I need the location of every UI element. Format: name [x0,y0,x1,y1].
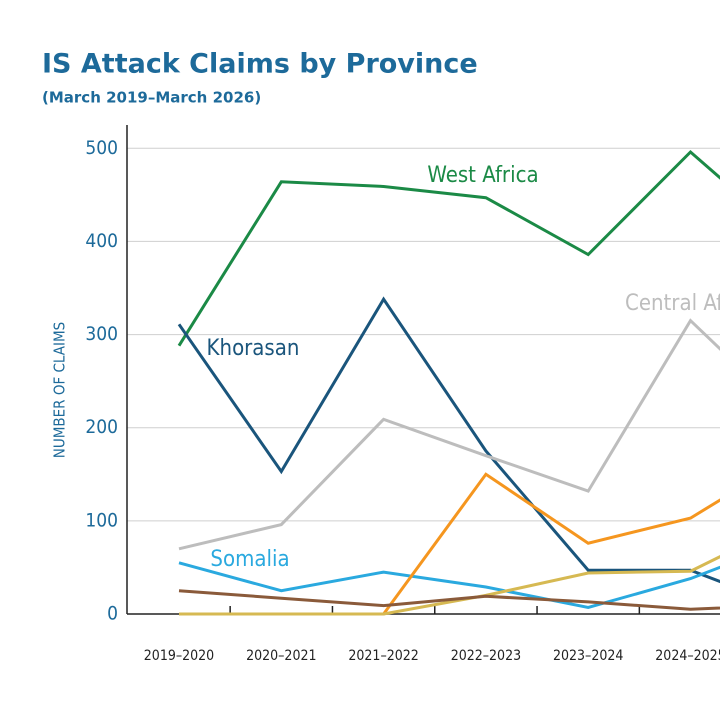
series-line [178,589,720,611]
x-tick-label: 2023–2024 [553,648,623,664]
series-line [178,318,720,551]
series-line [177,149,720,347]
y-tick-label: 100 [85,509,118,531]
series-line [179,472,720,616]
series-label: Khorasan [207,336,300,361]
series-label: Central Africa [625,291,720,316]
y-tick-label: 400 [85,230,118,252]
y-tick-label: 300 [85,323,118,345]
chart-subtitle: (March 2019–March 2026) [42,89,261,107]
series-label: West Africa [427,163,538,188]
x-tick-label: 2024–2025 [655,648,720,664]
y-tick-label: 500 [85,137,118,159]
y-axis-title: NUMBER OF CLAIMS [51,322,69,458]
x-tick-label: 2020–2021 [246,648,316,664]
x-tick-label: 2022–2023 [451,648,521,664]
x-tick-label: 2021–2022 [348,648,418,664]
x-tick-label: 2019–2020 [144,648,214,664]
y-tick-label: 200 [85,416,118,438]
series-line [178,561,720,610]
chart-title: IS Attack Claims by Province [42,49,478,80]
y-tick-label: 0 [107,603,118,625]
series-label: Somalia [210,547,289,572]
